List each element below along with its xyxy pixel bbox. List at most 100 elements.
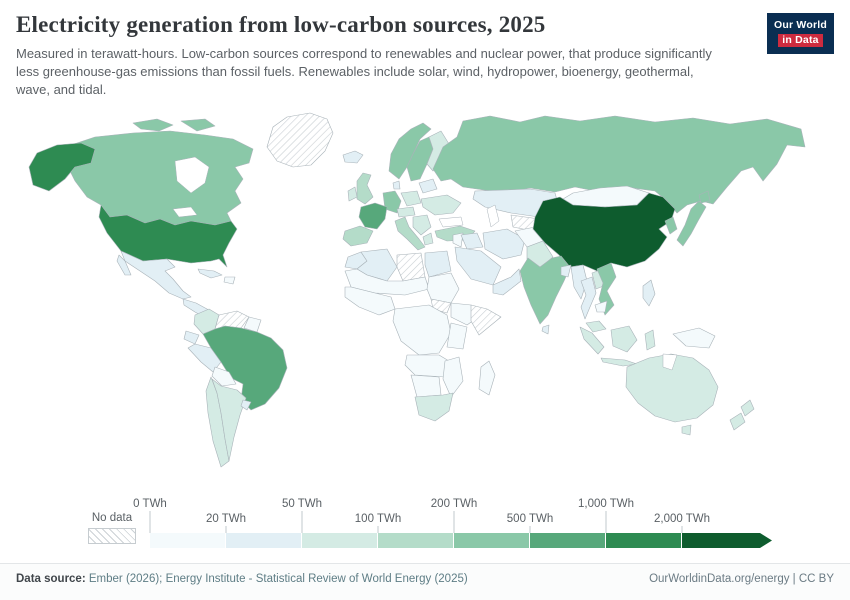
region-japan-hokkaido[interactable] <box>698 190 711 204</box>
region-cuba[interactable] <box>197 268 223 279</box>
region-poland[interactable] <box>400 190 422 207</box>
legend-tick-line <box>453 511 455 533</box>
region-bolivia[interactable] <box>211 366 237 387</box>
region-denmark[interactable] <box>392 180 401 190</box>
region-thailand[interactable] <box>580 276 597 320</box>
owid-logo[interactable]: Our World in Data <box>767 13 834 54</box>
legend-bin-4[interactable] <box>454 533 530 548</box>
water-caspian-sea <box>486 204 500 228</box>
region-belarus-baltics[interactable] <box>418 178 438 194</box>
footer: Data source: Ember (2026); Energy Instit… <box>0 563 850 600</box>
region-italy[interactable] <box>394 216 426 251</box>
legend-bin-7[interactable] <box>682 533 772 548</box>
region-indonesia-borneo[interactable] <box>610 325 638 353</box>
region-mexico[interactable] <box>120 250 192 300</box>
legend-bin-2[interactable] <box>302 533 378 548</box>
region-somalia[interactable] <box>470 304 502 336</box>
legend-tick-label: 1,000 TWh <box>577 498 635 510</box>
region-ukraine[interactable] <box>420 194 462 216</box>
region-new-zealand-south[interactable] <box>729 412 746 431</box>
region-mozambique-zimbabwe[interactable] <box>442 356 464 398</box>
region-egypt[interactable] <box>424 250 452 278</box>
region-ecuador[interactable] <box>183 330 200 345</box>
region-france[interactable] <box>358 202 388 230</box>
owid-logo-line2: in Data <box>778 33 823 48</box>
region-argentina[interactable] <box>211 378 247 462</box>
region-bangladesh[interactable] <box>560 264 572 278</box>
legend-tick-label: 2,000 TWh <box>653 513 711 525</box>
region-new-zealand-north[interactable] <box>740 399 755 417</box>
legend-tick-line <box>149 511 151 533</box>
region-central-europe[interactable] <box>396 206 416 218</box>
data-source-text[interactable]: Ember (2026); Energy Institute - Statist… <box>88 573 468 585</box>
region-philippines[interactable] <box>642 279 656 307</box>
region-iceland[interactable] <box>342 150 364 164</box>
region-mongolia[interactable] <box>562 185 650 208</box>
region-libya[interactable] <box>396 252 426 282</box>
legend-bin-1[interactable] <box>226 533 302 548</box>
region-venezuela[interactable] <box>214 310 250 330</box>
region-malaysia[interactable] <box>585 320 607 333</box>
legend-tick-line <box>605 511 607 533</box>
region-tasmania[interactable] <box>681 424 692 436</box>
legend-tick-label: 20 TWh <box>205 513 247 525</box>
region-hispaniola[interactable] <box>223 276 236 285</box>
region-canada-arctic[interactable] <box>132 118 174 132</box>
region-australia[interactable] <box>625 353 719 423</box>
region-balkans[interactable] <box>412 214 432 236</box>
legend-tick-line <box>529 526 531 533</box>
legend-no-data[interactable]: No data <box>88 498 136 544</box>
region-greece[interactable] <box>422 232 434 246</box>
region-brazil[interactable] <box>202 325 288 411</box>
legend-tick-line <box>377 526 379 533</box>
region-madagascar[interactable] <box>478 360 496 396</box>
legend-tick-label: 100 TWh <box>354 513 402 525</box>
water-great-lakes <box>172 206 198 218</box>
region-new-guinea[interactable] <box>672 327 716 349</box>
region-sudan[interactable] <box>426 272 460 304</box>
region-russia[interactable] <box>432 115 806 214</box>
chart-subtitle: Measured in terawatt-hours. Low-carbon s… <box>16 46 712 98</box>
legend-bin-5[interactable] <box>530 533 606 548</box>
region-canada-arctic[interactable] <box>180 118 216 132</box>
region-alaska[interactable] <box>28 142 96 192</box>
region-indonesia-java[interactable] <box>600 357 638 367</box>
region-sri-lanka[interactable] <box>541 324 550 335</box>
water-black-sea <box>438 216 464 228</box>
region-south-korea[interactable] <box>664 216 678 235</box>
region-angola-zambia[interactable] <box>404 354 450 378</box>
region-uruguay[interactable] <box>240 399 252 411</box>
legend-tick-line <box>225 526 227 533</box>
region-vietnam[interactable] <box>596 262 617 316</box>
region-canada[interactable] <box>64 130 254 226</box>
region-iran[interactable] <box>482 228 526 260</box>
region-indonesia-sumatra[interactable] <box>579 326 605 355</box>
region-united-kingdom[interactable] <box>356 172 374 205</box>
region-namibia-botswana[interactable] <box>410 374 442 398</box>
region-greenland[interactable] <box>266 112 334 168</box>
region-cambodia[interactable] <box>594 300 608 313</box>
region-ireland[interactable] <box>347 186 358 202</box>
legend-tick-label: 500 TWh <box>506 513 554 525</box>
region-india[interactable] <box>519 255 571 325</box>
region-iraq[interactable] <box>460 232 484 250</box>
credit-link[interactable]: OurWorldinData.org/energy | CC BY <box>649 573 834 585</box>
legend-bin-0[interactable] <box>150 533 226 548</box>
legend-bin-3[interactable] <box>378 533 454 548</box>
header: Electricity generation from low-carbon s… <box>16 12 746 100</box>
region-yemen-oman[interactable] <box>492 268 522 296</box>
legend-bin-6[interactable] <box>606 533 682 548</box>
region-levant[interactable] <box>452 232 464 248</box>
water-hudson-bay <box>174 156 210 194</box>
region-kenya-tanzania[interactable] <box>446 322 468 350</box>
region-south-africa[interactable] <box>414 392 454 422</box>
water-gulf-carpentaria <box>662 353 678 371</box>
owid-logo-line1: Our World <box>774 18 827 31</box>
region-central-africa[interactable] <box>392 304 452 356</box>
region-norway[interactable] <box>388 122 432 180</box>
legend-tick-label: 0 TWh <box>133 498 167 510</box>
region-indonesia-sulawesi[interactable] <box>644 329 656 351</box>
region-baja[interactable] <box>116 254 132 276</box>
region-spain[interactable] <box>342 225 374 247</box>
